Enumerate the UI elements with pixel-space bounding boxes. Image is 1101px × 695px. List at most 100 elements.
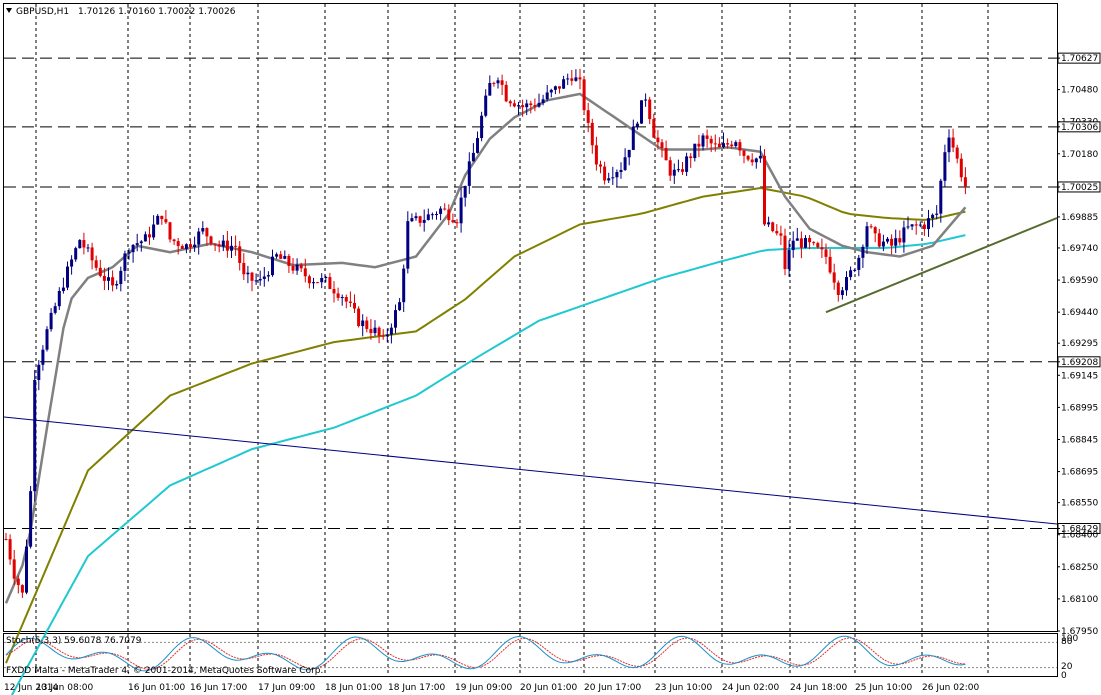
- candle-body: [143, 234, 147, 242]
- candle-body: [459, 197, 463, 224]
- candle-body: [328, 277, 332, 289]
- candle-body: [295, 264, 299, 271]
- candle-body: [804, 237, 807, 248]
- y-tick-label: 1.68550: [1061, 499, 1098, 509]
- candle-body: [57, 290, 61, 307]
- stochastic-label: Stoch(5,3,3) 59.6078 76.7079: [6, 636, 142, 646]
- candle-body: [12, 559, 16, 579]
- candle-body: [394, 310, 397, 328]
- y-tick-label: 1.69208: [1061, 358, 1098, 368]
- candle-body: [857, 257, 861, 270]
- candle-body: [873, 227, 877, 234]
- candle-body: [82, 240, 86, 248]
- y-tick-label: 1.68250: [1061, 563, 1098, 573]
- candle-body: [500, 80, 504, 85]
- candle-body: [410, 218, 414, 222]
- candle-body: [86, 247, 90, 249]
- stoch-level-80: 80: [1061, 637, 1073, 647]
- y-tick-label: 1.70306: [1061, 123, 1098, 133]
- x-tick-label: 18 Jun 01:00: [325, 683, 382, 693]
- y-tick-label: 1.68845: [1061, 435, 1098, 445]
- candle-body: [570, 78, 574, 81]
- stoch-level-0: 0: [1061, 671, 1067, 681]
- candle-body: [402, 268, 406, 303]
- candle-body: [184, 244, 188, 249]
- candle-body: [898, 238, 902, 243]
- candle-body: [504, 84, 508, 102]
- blue-trendline[interactable]: [3, 416, 1058, 525]
- candle-body: [808, 237, 812, 243]
- candle-body: [865, 226, 869, 247]
- candle-body: [25, 546, 28, 593]
- candle-body: [127, 252, 131, 254]
- candle-body: [701, 135, 705, 147]
- candle-body: [484, 95, 488, 116]
- candle-body: [476, 138, 479, 153]
- candle-body: [29, 491, 33, 547]
- y-tick-label: 1.68429: [1061, 524, 1098, 534]
- candle-body: [529, 103, 533, 106]
- candle-body: [61, 287, 65, 291]
- candle-body: [37, 364, 41, 380]
- candle-body: [135, 243, 139, 245]
- candle-body: [709, 138, 713, 144]
- candle-body: [771, 222, 775, 232]
- x-tick-label: 23 Jun 10:00: [655, 683, 712, 693]
- candle-body: [726, 143, 730, 145]
- candle-body: [49, 312, 53, 330]
- candle-body: [455, 222, 459, 224]
- candle-body: [369, 328, 373, 334]
- candle-body: [107, 277, 110, 281]
- candle-body: [603, 166, 607, 181]
- candle-body: [951, 137, 955, 148]
- candle-body: [418, 216, 422, 223]
- candle-body: [906, 226, 910, 228]
- candle-body: [430, 214, 434, 216]
- x-tick-label: 24 Jun 02:00: [722, 683, 779, 693]
- candle-body: [66, 266, 69, 288]
- candle-body: [730, 144, 734, 147]
- candle-body: [828, 256, 832, 273]
- y-tick-label: 1.68100: [1061, 595, 1098, 605]
- ma-fast-line: [4, 92, 967, 604]
- candle-body: [353, 302, 356, 309]
- candle-body: [918, 224, 922, 226]
- candle-body: [697, 143, 701, 147]
- candle-body: [443, 208, 447, 210]
- y-tick-label: 1.69145: [1061, 371, 1098, 381]
- candle-body: [45, 329, 49, 350]
- candle-body: [234, 245, 238, 247]
- candle-body: [824, 249, 828, 257]
- y-tick-label: 1.70627: [1061, 54, 1098, 64]
- candle-body: [389, 327, 393, 335]
- candle-body: [303, 268, 307, 277]
- candle-body: [877, 233, 881, 247]
- candle-body: [939, 180, 943, 214]
- candle-body: [881, 241, 885, 247]
- candle-body: [8, 539, 12, 560]
- support-trendline[interactable]: [825, 217, 1058, 314]
- x-tick-label: 13 Jun 08:00: [36, 683, 93, 693]
- broker-footer: FXDD Malta - MetaTrader 4, © 2001-2014, …: [6, 666, 323, 676]
- candle-body: [959, 158, 963, 178]
- candle-body: [517, 105, 520, 107]
- candle-body: [783, 235, 787, 270]
- candle-body: [139, 241, 143, 244]
- candle-body: [533, 105, 537, 107]
- grid: [35, 4, 989, 676]
- candle-body: [582, 79, 586, 111]
- candle-body: [209, 236, 213, 244]
- candle-body: [738, 142, 742, 151]
- candle-body: [361, 320, 365, 327]
- candle-body: [316, 282, 320, 284]
- candle-body: [779, 233, 783, 236]
- candle-body: [947, 137, 951, 153]
- candle-body: [922, 224, 926, 230]
- candle-body: [242, 262, 246, 275]
- candle-body: [668, 160, 672, 176]
- candle-body: [521, 105, 525, 108]
- candle-body: [553, 86, 557, 90]
- candle-body: [853, 269, 857, 271]
- candle-body: [189, 244, 192, 248]
